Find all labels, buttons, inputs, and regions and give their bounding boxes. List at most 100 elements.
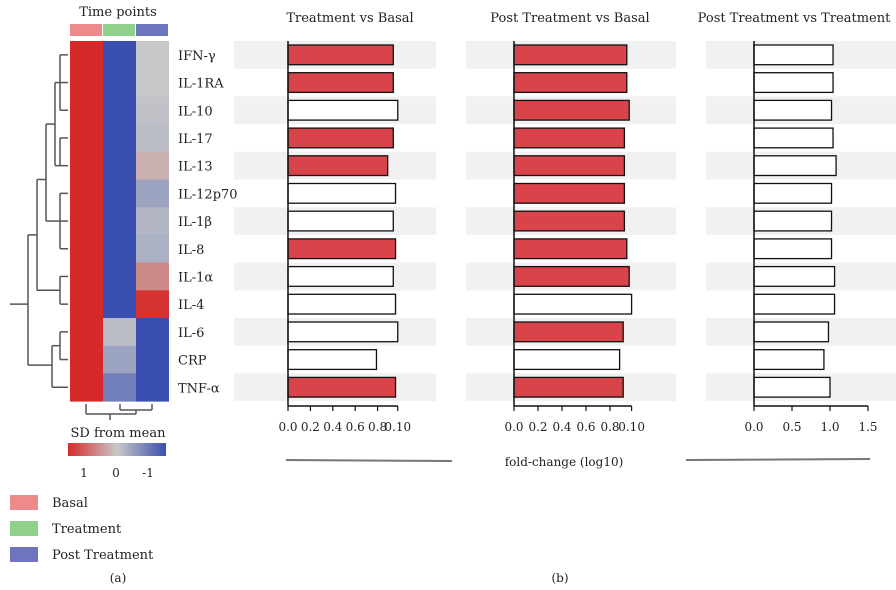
legend-label: Post Treatment: [52, 548, 154, 563]
x-tick-label: 0.2: [301, 420, 320, 434]
chart-title: Post Treatment vs Treatment: [698, 11, 891, 26]
bar: [753, 182, 833, 204]
colorbar-tick-low: -1: [142, 466, 154, 480]
legend-swatch: [10, 521, 38, 536]
x-tick-label: 0.2: [528, 420, 547, 434]
chart-title: Post Treatment vs Basal: [490, 11, 649, 26]
bar: [287, 155, 389, 177]
heatmap-cell: [70, 41, 103, 70]
bar: [287, 238, 397, 260]
cytokine-label: TNF-α: [178, 381, 220, 396]
bar: [753, 72, 834, 94]
cytokine-label: IL-17: [178, 132, 213, 147]
panel-label-b: (b): [551, 571, 568, 585]
heatmap-cell: [136, 124, 169, 153]
colorbar-tick-high: 1: [80, 466, 88, 480]
heatmap-cell: [103, 96, 136, 125]
chart-title: Treatment vs Basal: [286, 11, 413, 26]
bar: [287, 293, 397, 315]
cytokine-label: IL-13: [178, 160, 213, 175]
bar: [513, 349, 621, 371]
cytokine-labels: IFN-γ IL-1RA IL-10 IL-17 IL-13 IL-12p70 IL-1β I…: [178, 49, 238, 396]
bar-chart-2: Post Treatment vs Basal 0.0 0.2 0.4 0.6 0.80.…: [466, 11, 676, 434]
bar: [513, 99, 630, 121]
x-tick-label: 0.4: [552, 420, 571, 434]
legend-label: Treatment: [52, 522, 122, 537]
heatmap-column-header: [70, 24, 168, 36]
x-tick-label: 0.4: [323, 420, 342, 434]
legend-label: Basal: [52, 496, 88, 511]
x-tick-label: 0.6: [346, 420, 365, 434]
legend-swatch: [10, 547, 38, 562]
heatmap-cell: [70, 207, 103, 236]
heatmap-cell: [70, 290, 103, 319]
bar: [513, 293, 633, 315]
bar: [753, 293, 836, 315]
heatmap-cell: [103, 234, 136, 264]
bar: [513, 155, 626, 177]
bar: [753, 155, 837, 177]
bar: [513, 376, 624, 398]
cytokine-label: IL-1β: [178, 215, 212, 230]
x-tick-label: 0.0: [278, 420, 297, 434]
heatmap-cell: [103, 318, 136, 347]
column-header-post-treatment: [136, 24, 168, 36]
row-dendrogram: [10, 54, 68, 388]
bar: [513, 72, 628, 94]
heatmap-cell: [136, 234, 169, 264]
heatmap-cell: [103, 151, 136, 180]
shared-x-axis-label: fold-change (log10): [505, 455, 624, 469]
bar: [287, 44, 394, 66]
bar: [753, 99, 833, 121]
x-tick-label: 0.10: [618, 420, 645, 434]
x-tick-label: 1.0: [820, 420, 839, 434]
heatmap-cell: [136, 96, 169, 125]
bar: [753, 376, 831, 398]
bar: [513, 210, 626, 232]
bar: [513, 321, 624, 343]
heatmap-cell: [70, 318, 103, 347]
bar: [287, 349, 378, 371]
x-tick-label: 0.10: [384, 420, 411, 434]
bar: [753, 210, 833, 232]
bar: [753, 238, 833, 260]
heatmap-title: Time points: [79, 5, 157, 20]
heatmap-cell: [136, 179, 169, 208]
heatmap-cells: [70, 41, 169, 402]
bar: [753, 349, 825, 371]
heatmap-cell: [136, 262, 169, 291]
cytokine-label: IFN-γ: [178, 49, 216, 64]
heatmap-cell: [70, 96, 103, 125]
heatmap-cell: [70, 262, 103, 291]
heatmap-cell: [136, 290, 169, 319]
bar: [513, 44, 628, 66]
cytokine-label: CRP: [178, 354, 207, 369]
heatmap-cell: [103, 262, 136, 291]
bar: [513, 238, 628, 260]
bar: [753, 44, 834, 66]
colorbar-label: SD from mean: [71, 426, 167, 441]
cytokine-label: IL-8: [178, 243, 204, 258]
heatmap-cell: [103, 124, 136, 153]
bar: [513, 265, 630, 287]
bar: [287, 182, 397, 204]
x-tick-label: 0.0: [504, 420, 523, 434]
bar: [753, 321, 830, 343]
cytokine-label: IL-12p70: [178, 187, 238, 202]
heatmap-cell: [136, 41, 169, 70]
heatmap-cell: [103, 68, 136, 97]
cytokine-label: IL-10: [178, 104, 213, 119]
heatmap-cell: [136, 373, 169, 402]
x-tick-label: 1.5: [858, 420, 877, 434]
cytokine-label: IL-6: [178, 326, 204, 341]
heatmap-cell: [103, 207, 136, 236]
heatmap-cell: [103, 179, 136, 208]
column-header-basal: [70, 24, 102, 36]
x-tick-label: 0.8: [368, 420, 387, 434]
legend-swatch: [10, 495, 38, 510]
x-tick-label: 0.0: [744, 420, 763, 434]
heatmap-cell: [70, 124, 103, 153]
legend: Basal Treatment Post Treatment: [10, 495, 154, 563]
